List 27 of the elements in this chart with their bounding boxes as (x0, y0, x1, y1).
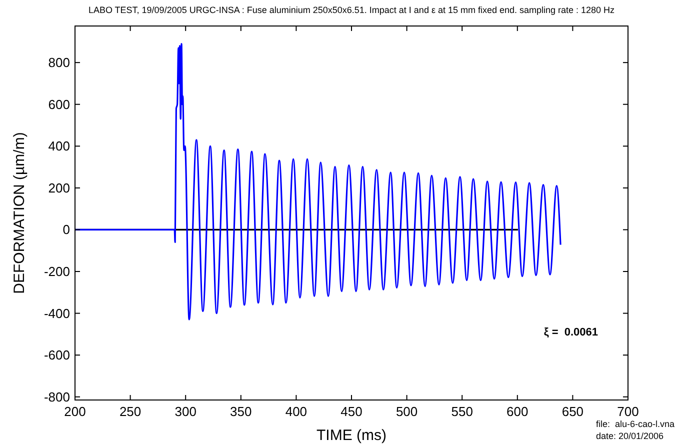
text: date: 20/01/2006 (596, 431, 664, 441)
y-tick-label: 0 (62, 222, 70, 238)
x-tick-label: 500 (396, 404, 418, 419)
chart-title: LABO TEST, 19/09/2005 URGC-INSA : Fuse aluminium 250x50x6.51. Impact at I and ε at 15 mm fixed end. sampling rate : 1280 Hz (88, 5, 616, 15)
y-tick-label: -600 (44, 348, 70, 363)
y-tick-label: -200 (44, 264, 70, 280)
x-axis-title: TIME (ms) (316, 427, 386, 444)
line-series (74, 42, 562, 320)
y-tick-label: 800 (48, 55, 70, 70)
y-tick-label: -400 (44, 306, 70, 321)
y-tick-label: 400 (48, 138, 70, 154)
text: file: alu-6-cao-l.vna (596, 419, 675, 429)
x-tick-label: 300 (174, 404, 196, 419)
x-tick-label: 200 (64, 404, 86, 419)
y-tick-label: -800 (44, 389, 70, 404)
y-tick-label: 600 (48, 96, 70, 112)
x-tick-label: 600 (506, 404, 528, 419)
y-tick-label: 200 (48, 180, 70, 196)
annotation: ξ = 0.0061 (544, 326, 598, 338)
x-tick-label: 650 (562, 404, 584, 419)
x-tick-label: 700 (617, 404, 639, 419)
y-axis-title: DEFORMATION (µm/m) (11, 132, 28, 294)
x-tick-label: 350 (230, 404, 252, 419)
x-tick-label: 550 (451, 404, 473, 419)
x-tick-label: 450 (340, 404, 362, 419)
x-tick-label: 250 (119, 404, 142, 419)
x-tick-label: 400 (285, 404, 308, 419)
